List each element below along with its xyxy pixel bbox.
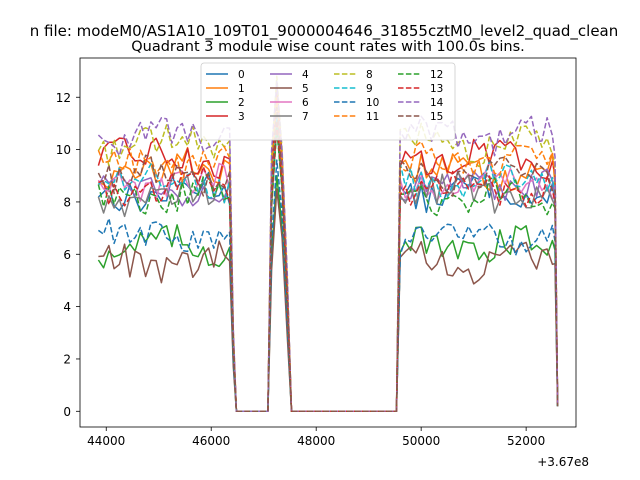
y-tick-label: 6 <box>63 248 71 262</box>
legend-label-1: 1 <box>238 83 245 95</box>
series-layer <box>97 75 559 413</box>
plot-frame <box>79 57 577 428</box>
legend-label-10: 10 <box>366 97 379 109</box>
y-tick-label: 2 <box>63 352 71 366</box>
legend-label-3: 3 <box>238 111 245 123</box>
legend-box <box>200 62 456 141</box>
legend-label-4: 4 <box>302 69 309 81</box>
legend-label-11: 11 <box>366 111 379 123</box>
series-line-12 <box>97 127 559 413</box>
legend-label-14: 14 <box>430 97 444 109</box>
legend-label-13: 13 <box>430 83 443 95</box>
y-tick-label: 4 <box>63 300 71 314</box>
y-tick-label: 8 <box>63 195 71 209</box>
legend-label-2: 2 <box>238 97 245 109</box>
legend-label-6: 6 <box>302 97 309 109</box>
x-tick-label: 44000 <box>87 434 125 448</box>
legend-label-8: 8 <box>366 69 373 81</box>
chart-suptitle: n file: modeM0/AS1A10_109T01_9000004646_… <box>30 22 619 41</box>
series-line-15 <box>97 106 559 413</box>
x-tick-label: 52000 <box>507 434 545 448</box>
y-tick-label: 10 <box>56 143 71 157</box>
chart-title: Quadrant 3 module wise count rates with … <box>131 39 525 55</box>
legend-label-0: 0 <box>238 69 245 81</box>
legend-label-9: 9 <box>366 83 373 95</box>
y-tick-label: 0 <box>63 405 71 419</box>
series-line-5 <box>98 188 559 413</box>
y-tick-label: 12 <box>56 91 71 105</box>
x-tick-label: 48000 <box>297 434 335 448</box>
series-line-7 <box>97 125 559 413</box>
legend-label-5: 5 <box>302 83 309 95</box>
legend-label-7: 7 <box>302 111 309 123</box>
x-offset-label: +3.67e8 <box>537 455 589 469</box>
legend-label-12: 12 <box>430 69 443 81</box>
x-tick-label: 50000 <box>402 434 440 448</box>
x-tick-label: 46000 <box>192 434 230 448</box>
legend-label-15: 15 <box>430 111 443 123</box>
series-line-11 <box>97 96 559 413</box>
